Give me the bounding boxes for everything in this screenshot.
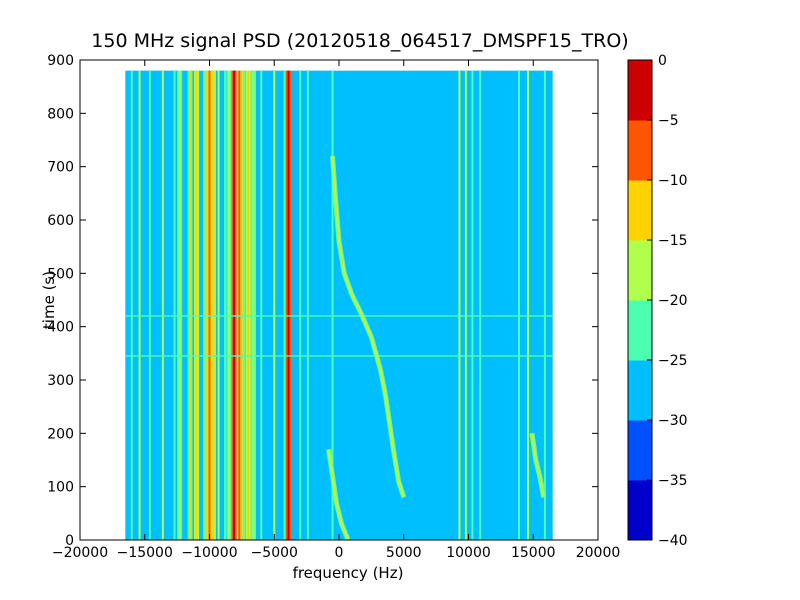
tone-line	[283, 70, 286, 540]
colorbar-segment	[628, 120, 652, 181]
tone-line	[306, 70, 309, 540]
x-tick-label: −5000	[251, 545, 298, 561]
tone-line	[148, 70, 151, 540]
broadband-event	[125, 355, 553, 357]
colorbar: 0 −5 −10 −15 −20 −25 −30 −35 −40	[627, 53, 688, 549]
tone-line	[178, 70, 181, 540]
colorbar-segment	[628, 300, 652, 361]
tone-line	[479, 70, 482, 540]
tone-line	[217, 70, 220, 540]
tone-line	[212, 70, 215, 540]
tone-line	[173, 70, 176, 540]
y-tick-label: 300	[47, 373, 74, 389]
tone-line	[471, 70, 474, 540]
tone-line	[208, 70, 211, 540]
tone-line	[299, 70, 302, 540]
x-tick-label: −15000	[117, 545, 173, 561]
colorbar-tick-label: −30	[658, 413, 688, 429]
tone-line	[252, 70, 255, 540]
tone-line	[138, 70, 141, 540]
tone-line	[458, 70, 461, 540]
tone-line	[260, 70, 263, 540]
x-tick-label: 10000	[446, 545, 491, 561]
colorbar-segment	[628, 60, 652, 121]
x-tick-label: 15000	[511, 545, 556, 561]
y-tick-label: 700	[47, 160, 74, 176]
x-tick-label: −10000	[181, 545, 237, 561]
y-tick-label: 800	[47, 106, 74, 122]
y-axis-label: time (s)	[40, 271, 58, 329]
y-tick-label: 0	[65, 533, 74, 549]
colorbar-segment	[628, 180, 652, 241]
y-tick-label: 500	[47, 266, 74, 282]
tone-line	[464, 70, 467, 540]
tone-line	[233, 70, 236, 540]
tone-line	[130, 70, 133, 540]
y-tick-label: 100	[47, 480, 74, 496]
tone-line	[242, 70, 245, 540]
tone-line	[287, 70, 290, 540]
tone-line	[238, 70, 241, 540]
tone-line	[224, 70, 227, 540]
chirp-core	[328, 449, 349, 540]
x-tick-label: 20000	[576, 545, 621, 561]
y-tick-label: 900	[47, 53, 74, 69]
colorbar-segment	[628, 480, 652, 541]
x-tick-label: 5000	[386, 545, 422, 561]
y-tick-label: 200	[47, 426, 74, 442]
colorbar-tick-label: −10	[658, 173, 688, 189]
tone-line	[195, 70, 198, 540]
colorbar-tick-label: −25	[658, 353, 688, 369]
chart-title: 150 MHz signal PSD (20120518_064517_DMSP…	[91, 30, 629, 52]
colorbar-tick-label: −20	[658, 293, 688, 309]
broadband-event	[125, 315, 553, 317]
chirp-core	[332, 155, 405, 498]
colorbar-tick-label: −35	[658, 473, 688, 489]
tone-line	[518, 70, 521, 540]
tone-line	[227, 70, 230, 540]
plot-area	[125, 70, 553, 540]
x-tick-label: −20000	[52, 545, 108, 561]
colorbar-tick-label: −5	[658, 113, 679, 129]
y-tick-label: 400	[47, 320, 74, 336]
colorbar-tick-label: −15	[658, 233, 688, 249]
chirp-core	[531, 433, 544, 498]
axes: −20000 −15000 −10000 −5000 0 5000 10000 15000 20…	[47, 53, 620, 561]
colorbar-tick-label: 0	[658, 53, 667, 69]
colorbar-segment	[628, 420, 652, 481]
tone-line	[527, 70, 530, 540]
colorbar-segment	[628, 240, 652, 301]
colorbar-tick-label: −40	[658, 533, 688, 549]
colorbar-segment	[628, 360, 652, 421]
tone-line	[189, 70, 192, 540]
tone-line	[161, 70, 164, 540]
y-tick-label: 600	[47, 213, 74, 229]
tone-line	[331, 70, 334, 540]
tone-line	[543, 70, 546, 540]
tone-line	[247, 70, 250, 540]
tone-line	[273, 70, 276, 540]
x-axis-label: frequency (Hz)	[293, 564, 404, 582]
tone-line	[204, 70, 207, 540]
x-tick-label: 0	[335, 545, 344, 561]
